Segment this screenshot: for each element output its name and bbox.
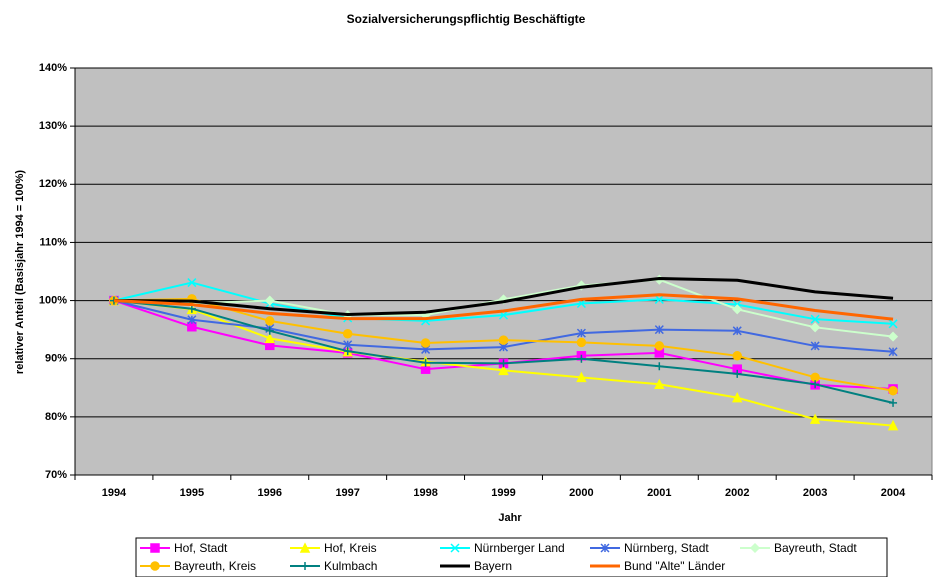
x-tick-label: 1998 (413, 487, 437, 499)
marker (187, 278, 197, 288)
y-tick-label: 140% (39, 62, 67, 74)
chart-title: Sozialversicherungspflichtig Beschäftigt… (347, 12, 586, 26)
y-tick-label: 90% (45, 353, 67, 365)
y-tick-label: 130% (39, 120, 67, 132)
marker (655, 362, 664, 371)
marker (810, 314, 820, 324)
marker (654, 341, 665, 351)
marker (732, 304, 743, 315)
y-tick-label: 70% (45, 469, 67, 481)
x-tick-label: 2000 (569, 487, 593, 499)
marker (576, 337, 587, 348)
marker (888, 347, 898, 357)
legend-label: Nürnberg, Stadt (624, 541, 709, 555)
marker (499, 359, 508, 368)
y-axis-label: relativer Anteil (Basisjahr 1994 = 100%) (14, 170, 26, 374)
marker (732, 351, 742, 361)
legend-label: Hof, Stadt (174, 541, 228, 555)
legend (135, 537, 888, 577)
x-tick-label: 1995 (180, 487, 204, 499)
marker (654, 294, 664, 304)
x-tick-label: 1996 (258, 487, 282, 499)
series-line (113, 293, 894, 321)
marker (654, 325, 664, 335)
x-axis-label: Jahr (498, 512, 522, 524)
x-tick-label: 2004 (881, 487, 906, 499)
y-tick-label: 120% (39, 178, 67, 190)
legend-label: Nürnberger Land (474, 541, 565, 555)
marker (810, 372, 820, 383)
marker (732, 391, 743, 403)
marker (576, 328, 586, 338)
marker (811, 380, 820, 389)
legend-label: Kulmbach (324, 559, 377, 573)
y-tick-label: 100% (39, 294, 67, 306)
marker (749, 542, 761, 554)
marker (420, 338, 431, 348)
marker (342, 328, 353, 339)
x-tick-label: 1994 (102, 487, 127, 499)
plot-area (74, 67, 933, 476)
marker (187, 315, 197, 325)
marker (264, 295, 275, 306)
marker (654, 378, 665, 390)
marker (888, 385, 898, 396)
y-tick-label: 110% (39, 236, 67, 248)
marker (600, 543, 610, 553)
marker (577, 354, 586, 363)
marker (887, 419, 899, 431)
series-line (113, 276, 894, 317)
marker (299, 542, 311, 553)
marker (498, 364, 509, 376)
x-tick-label: 2002 (725, 487, 749, 499)
legend-label: Bayern (474, 559, 512, 573)
marker (887, 331, 899, 342)
x-tick-label: 1999 (491, 487, 515, 499)
marker (576, 371, 587, 383)
legend-label: Bund "Alte" Länder (624, 559, 725, 573)
x-tick-label: 2001 (647, 487, 671, 499)
marker (265, 326, 274, 335)
marker (264, 332, 275, 344)
marker (301, 562, 309, 570)
marker (498, 335, 509, 345)
marker (150, 561, 160, 571)
x-tick-label: 2003 (803, 487, 827, 499)
legend-label: Hof, Kreis (324, 541, 377, 555)
legend-label: Bayreuth, Kreis (174, 559, 256, 573)
marker (888, 319, 898, 329)
marker (732, 326, 742, 336)
marker (343, 347, 352, 356)
marker (889, 398, 898, 407)
y-tick-label: 80% (45, 411, 67, 423)
marker (421, 358, 430, 367)
marker (733, 369, 742, 378)
x-tick-label: 1997 (335, 487, 359, 499)
marker (187, 321, 197, 332)
marker (150, 543, 160, 553)
marker (810, 322, 821, 333)
marker (265, 316, 275, 326)
marker (809, 413, 821, 424)
marker (450, 543, 460, 553)
marker (810, 341, 820, 351)
legend-label: Bayreuth, Stadt (774, 541, 857, 555)
